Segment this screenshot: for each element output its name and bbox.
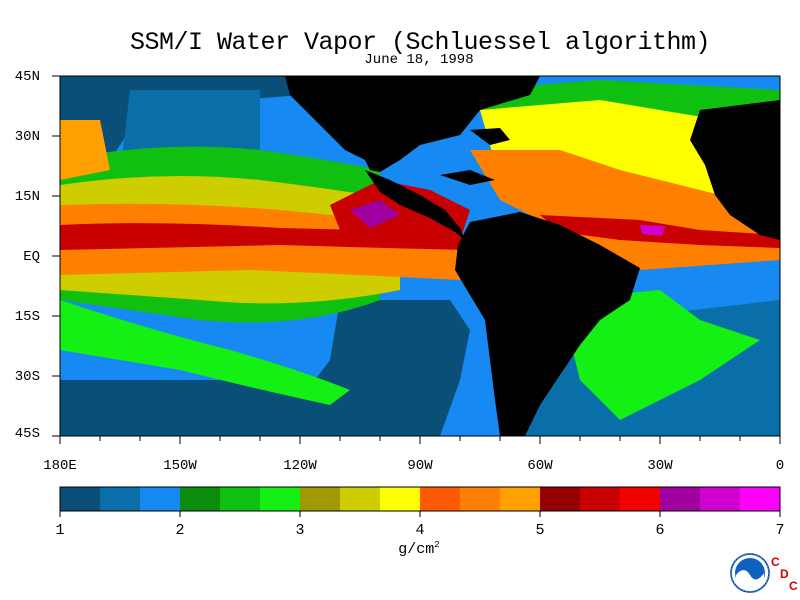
colorbar-swatch [660, 487, 701, 511]
colorbar-swatch [420, 487, 461, 511]
colorbar-tick-2: 2 [175, 522, 185, 539]
colorbar-tick-4: 4 [415, 522, 425, 539]
south-america-land [455, 212, 640, 436]
africa-land [690, 100, 780, 240]
colorbar-swatch [60, 487, 101, 511]
lon-label-30w: 30W [647, 458, 673, 474]
lat-label-15s: 15S [14, 309, 40, 325]
central-america-peak [350, 200, 400, 228]
map-title: SSM/I Water Vapor (Schluessel algorithm) [129, 28, 711, 57]
spcz-band [60, 300, 350, 405]
axis-ticks [52, 75, 781, 444]
cdc-letter-c2: C [789, 579, 798, 593]
lat-label-30s: 30S [14, 369, 40, 385]
colorbar [59, 486, 781, 517]
colorbar-swatch [380, 487, 421, 511]
lon-label-120w: 120W [283, 458, 317, 474]
colorbar-swatch [260, 487, 301, 511]
central-america-maximum [330, 180, 470, 240]
colorbar-swatch [460, 487, 501, 511]
colorbar-tick-6: 6 [655, 522, 665, 539]
colorbar-tick-5: 5 [535, 522, 545, 539]
colorbar-unit: g/cm2 [0, 540, 800, 558]
cdc-letter-d: D [780, 567, 789, 581]
lon-label-0: 0 [775, 458, 785, 474]
colorbar-tick-1: 1 [55, 522, 65, 539]
colorbar-swatch [500, 487, 541, 511]
lon-label-60w: 60W [527, 458, 553, 474]
caribbean-islands [440, 170, 495, 185]
colorbar-swatch [180, 487, 221, 511]
pacific-itcz [60, 223, 470, 250]
lon-label-180e: 180E [43, 458, 77, 474]
map-field [60, 76, 780, 436]
colorbar-swatch [740, 487, 781, 511]
colorbar-swatch [140, 487, 181, 511]
lat-label-30n: 30N [14, 129, 40, 145]
colorbar-swatch [580, 487, 621, 511]
north-america-land [285, 76, 540, 172]
colorbar-swatch [540, 487, 581, 511]
lat-label-15n: 15N [14, 189, 40, 205]
central-america-land [365, 170, 465, 240]
south-atlantic-green [560, 290, 760, 420]
lat-label-45s: 45S [14, 426, 40, 442]
map-date: June 18, 1998 [364, 52, 474, 68]
colorbar-unit-text: g/cm [398, 541, 435, 558]
colorbar-swatch [700, 487, 741, 511]
colorbar-tick-7: 7 [775, 522, 785, 539]
colorbar-swatch [100, 487, 141, 511]
cdc-letter-c1: C [771, 555, 780, 569]
colorbar-unit-exponent: 2 [434, 540, 440, 550]
florida-land [470, 128, 510, 145]
atlantic-peak [640, 225, 665, 236]
lat-label-45n: 45N [14, 69, 40, 85]
colorbar-swatch [300, 487, 341, 511]
noaa-seal-icon [730, 553, 770, 593]
colorbar-swatch [340, 487, 381, 511]
western-pacific-warm-pool [60, 120, 110, 180]
colorbar-swatch [220, 487, 261, 511]
lon-label-150w: 150W [163, 458, 197, 474]
lat-label-eq: EQ [23, 249, 40, 265]
noaa-logo [730, 553, 770, 593]
colorbar-swatch [620, 487, 661, 511]
colorbar-tick-3: 3 [295, 522, 305, 539]
lon-label-90w: 90W [407, 458, 433, 474]
